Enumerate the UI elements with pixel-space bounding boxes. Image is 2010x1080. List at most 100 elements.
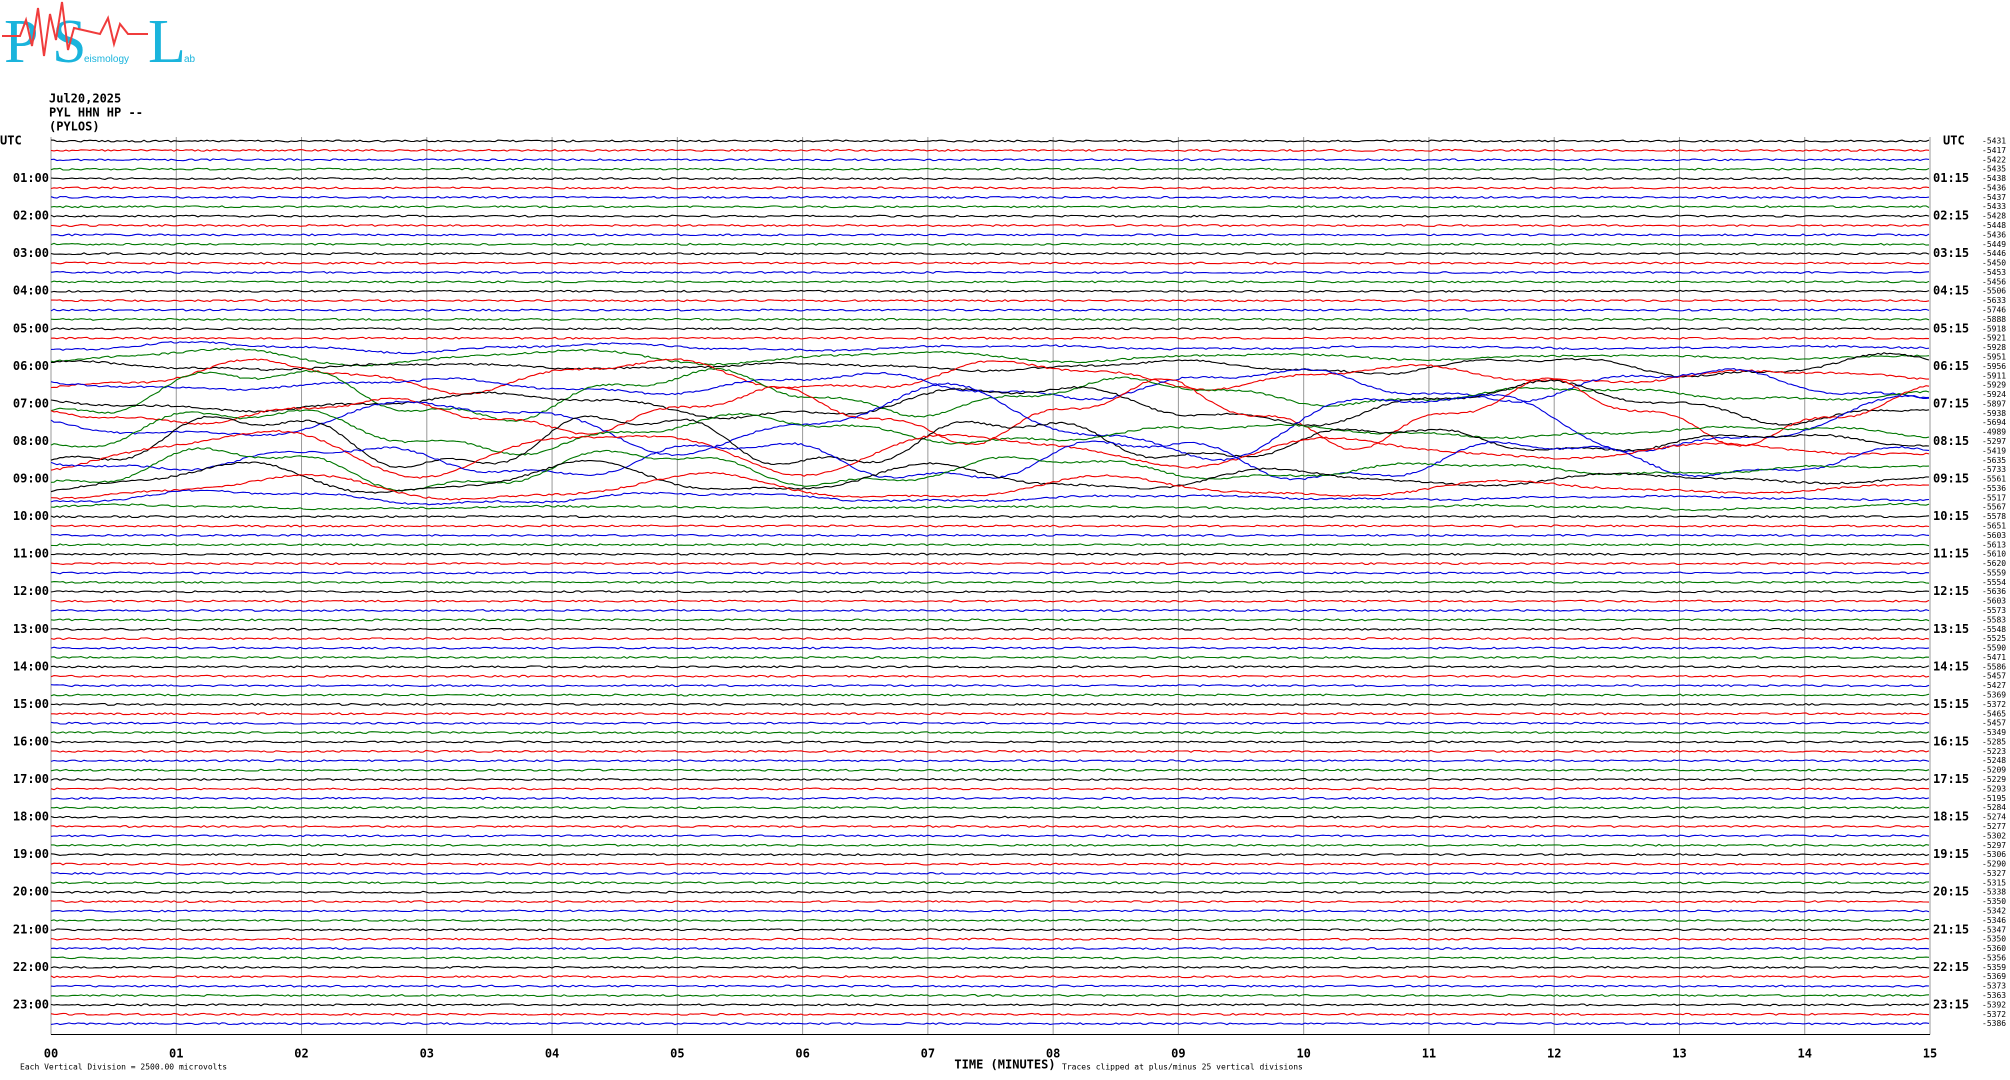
trace <box>50 429 1930 479</box>
trace <box>50 533 1930 537</box>
offset-label: -5938 <box>1982 409 2006 418</box>
trace <box>50 928 1930 932</box>
offset-label: -5229 <box>1982 775 2006 784</box>
offset-label: -5448 <box>1982 221 2006 230</box>
trace <box>50 233 1930 237</box>
x-tick-label: 12 <box>1547 1047 1561 1061</box>
offset-label: -5651 <box>1982 521 2006 530</box>
offset-label: -5248 <box>1982 756 2006 765</box>
left-time-label: 05:00 <box>13 321 49 335</box>
offset-label: -5636 <box>1982 587 2006 596</box>
offset-label: -5363 <box>1982 991 2006 1000</box>
offset-label: -5342 <box>1982 906 2006 915</box>
left-time-label: 17:00 <box>13 772 49 786</box>
left-time-label: 03:00 <box>13 246 49 260</box>
left-time-label: 16:00 <box>13 734 49 748</box>
logo-word: eismology <box>84 54 129 65</box>
offset-label: -5373 <box>1982 982 2006 991</box>
trace <box>50 543 1930 547</box>
trace <box>50 205 1930 209</box>
trace <box>50 347 1930 367</box>
offset-label: -5457 <box>1982 672 2006 681</box>
trace <box>50 1012 1930 1016</box>
trace <box>50 580 1930 584</box>
offset-label: -5457 <box>1982 719 2006 728</box>
offset-label: -5386 <box>1982 1019 2006 1028</box>
offset-label: -5277 <box>1982 822 2006 831</box>
trace <box>51 352 1930 378</box>
trace <box>50 415 1930 469</box>
offset-label: -5567 <box>1982 503 2006 512</box>
trace <box>50 646 1930 650</box>
trace <box>50 965 1930 969</box>
left-time-label: 18:00 <box>13 810 49 824</box>
right-time-label: 18:15 <box>1933 810 1969 824</box>
offset-label: -5422 <box>1982 155 2006 164</box>
left-time-label: 11:00 <box>13 547 49 561</box>
right-time-label: 02:15 <box>1933 209 1969 223</box>
trace <box>50 993 1930 998</box>
offset-label: -5586 <box>1982 662 2006 671</box>
right-time-label: 01:15 <box>1933 171 1969 185</box>
offset-label: -5536 <box>1982 484 2006 493</box>
offset-label: -5561 <box>1982 475 2006 484</box>
trace <box>50 853 1930 857</box>
trace <box>50 787 1929 791</box>
offset-label: -5897 <box>1982 399 2006 408</box>
offset-label: -5924 <box>1982 390 2006 399</box>
traces <box>50 139 1930 1026</box>
right-time-label: 09:15 <box>1933 472 1969 486</box>
trace <box>50 815 1930 819</box>
x-tick-label: 08 <box>1046 1047 1060 1061</box>
offset-label: -5372 <box>1982 1010 2006 1019</box>
offset-label: -5603 <box>1982 597 2006 606</box>
logo-wave <box>2 1 148 57</box>
x-tick-label: 02 <box>294 1047 308 1061</box>
trace <box>50 937 1930 941</box>
offset-label: -5559 <box>1982 568 2006 577</box>
offset-label: -5465 <box>1982 709 2006 718</box>
offset-label: -5517 <box>1982 493 2006 502</box>
x-tick-label: 09 <box>1171 1047 1185 1061</box>
offset-label: -5209 <box>1982 766 2006 775</box>
trace <box>50 489 1930 506</box>
offset-label: -5437 <box>1982 193 2006 202</box>
offset-label: -5302 <box>1982 831 2006 840</box>
trace <box>50 1003 1930 1007</box>
right-time-label: 12:15 <box>1933 584 1969 598</box>
trace <box>50 918 1929 922</box>
trace <box>51 843 1930 847</box>
x-tick-label: 13 <box>1672 1047 1686 1061</box>
trace <box>50 340 1930 355</box>
trace <box>50 796 1930 800</box>
x-tick-label: 04 <box>545 1047 559 1061</box>
scale-note: Each Vertical Division = 2500.00 microvo… <box>20 1063 227 1072</box>
logo-word: ab <box>184 54 196 65</box>
trace <box>50 358 1929 395</box>
right-time-label: 13:15 <box>1933 622 1969 636</box>
trace <box>50 377 1930 451</box>
left-time-label: 12:00 <box>13 584 49 598</box>
trace <box>50 608 1930 613</box>
trace <box>50 1022 1930 1026</box>
offset-label: -5427 <box>1982 681 2006 690</box>
labels: 00 01 02 03 04 05 06 07 08 09 10 11 12 13 14 15 01:00 01:… <box>13 137 2006 1061</box>
x-tick-label: 01 <box>169 1047 183 1061</box>
offset-label: -5929 <box>1982 381 2006 390</box>
logo-letter: L <box>148 8 186 76</box>
trace <box>50 186 1930 190</box>
left-time-label: 02:00 <box>13 209 49 223</box>
offset-label: -5613 <box>1982 540 2006 549</box>
offset-label: -5290 <box>1982 860 2006 869</box>
x-tick-label: 06 <box>795 1047 809 1061</box>
offset-label: -5350 <box>1982 897 2006 906</box>
left-time-label: 20:00 <box>13 885 49 899</box>
left-time-label: 22:00 <box>13 960 49 974</box>
trace <box>50 562 1930 566</box>
right-time-label: 05:15 <box>1933 321 1969 335</box>
left-time-label: 13:00 <box>13 622 49 636</box>
x-tick-label: 05 <box>670 1047 684 1061</box>
right-time-label: 17:15 <box>1933 772 1969 786</box>
offset-label: -5338 <box>1982 888 2006 897</box>
trace <box>50 177 1930 181</box>
